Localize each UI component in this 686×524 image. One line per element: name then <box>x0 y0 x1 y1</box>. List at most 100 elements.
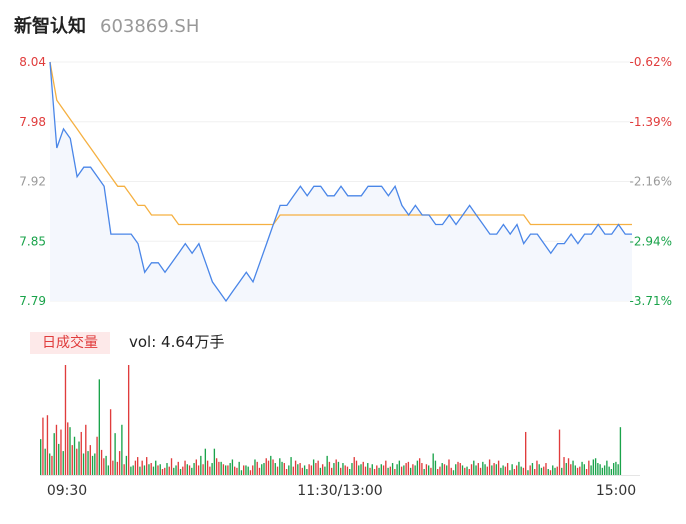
price-area <box>50 62 632 301</box>
volume-bar <box>358 465 360 475</box>
volume-bar <box>319 467 322 475</box>
volume-bar <box>195 459 197 475</box>
volume-bar <box>270 455 272 475</box>
y-tick-label: 7.92 <box>19 175 46 189</box>
volume-bar <box>525 431 527 475</box>
volume-bar <box>545 463 547 475</box>
volume-bar <box>382 465 385 475</box>
volume-bar <box>155 460 157 475</box>
volume-bar <box>556 466 558 475</box>
volume-bar <box>518 461 520 475</box>
volume-bar <box>227 465 229 475</box>
volume-bar <box>567 458 570 475</box>
volume-bar <box>349 469 351 475</box>
volume-bar <box>69 427 71 475</box>
volume-bar <box>150 463 152 475</box>
volume-bar <box>152 466 155 475</box>
volume-bar <box>497 460 500 475</box>
volume-bar <box>238 461 240 475</box>
volume-bar <box>466 466 468 475</box>
volume-bar <box>161 469 164 475</box>
volume-bar <box>385 460 387 475</box>
volume-bar <box>209 466 211 475</box>
volume-bar <box>265 458 267 475</box>
volume-bar <box>549 470 552 475</box>
volume-bar <box>380 464 382 475</box>
volume-bar <box>344 465 346 475</box>
volume-bar <box>76 448 78 475</box>
volume-bar <box>360 464 362 475</box>
volume-bar <box>376 465 378 475</box>
volume-bar <box>118 451 121 475</box>
y-pct-tick-label: -3.71% <box>630 294 672 308</box>
volume-bar <box>504 466 507 475</box>
volume-bar <box>281 461 283 475</box>
volume-bar <box>461 465 464 475</box>
volume-bar <box>430 467 432 475</box>
volume-bars <box>40 365 622 475</box>
volume-bar <box>148 464 150 475</box>
price-area-fill <box>50 62 632 301</box>
volume-bar <box>585 469 588 475</box>
volume-bar <box>599 464 601 475</box>
volume-bar <box>437 469 439 475</box>
stock-code: 603869.SH <box>100 16 200 37</box>
volume-bar <box>55 424 58 475</box>
volume-bar <box>249 470 252 475</box>
volume-bar <box>509 470 511 475</box>
volume-bar <box>342 463 344 475</box>
volume-bar <box>132 465 134 475</box>
stock-name: 新智认知 <box>14 16 86 37</box>
volume-bar <box>387 467 389 475</box>
volume-bar <box>398 460 401 475</box>
y-tick-label: 7.79 <box>19 294 46 308</box>
volume-bar <box>134 460 137 475</box>
volume-bar <box>317 460 319 475</box>
volume-bar <box>389 466 391 475</box>
volume-bar <box>123 464 125 475</box>
volume-bar <box>450 467 452 475</box>
volume-badge[interactable]: 日成交量 <box>30 332 110 354</box>
title-row: 新智认知 603869.SH <box>14 12 199 40</box>
volume-bar <box>331 467 333 475</box>
volume-bar <box>184 460 186 475</box>
volume-bar <box>121 424 123 475</box>
volume-bar <box>215 458 218 475</box>
volume-bar <box>506 463 509 475</box>
volume-bar <box>543 466 545 475</box>
volume-bar <box>283 463 285 475</box>
volume-bar <box>400 466 403 475</box>
volume-bar <box>606 460 608 475</box>
volume-bar <box>112 460 114 475</box>
volume-bar <box>346 466 349 475</box>
volume-bar <box>109 409 112 475</box>
volume-bar <box>434 460 437 475</box>
volume-bar <box>179 469 182 475</box>
volume-bar <box>58 443 60 475</box>
volume-bar <box>125 455 128 475</box>
volume-bar <box>285 469 288 475</box>
volume-bar <box>328 461 331 475</box>
volume-bar <box>418 458 421 475</box>
volume-bar <box>484 464 486 475</box>
volume-bar <box>220 461 222 475</box>
y-pct-tick-label: -0.62% <box>630 55 672 69</box>
volume-bar <box>473 460 475 475</box>
volume-bar <box>252 465 254 475</box>
price-lines <box>49 61 632 303</box>
volume-bar <box>173 467 175 475</box>
volume-bar <box>448 459 450 475</box>
volume-bar <box>267 460 270 475</box>
volume-bar <box>202 464 204 475</box>
volume-bar <box>570 464 572 475</box>
volume-bar <box>137 457 139 475</box>
volume-bar <box>432 453 434 475</box>
x-tick-label: 11:30/13:00 <box>297 483 382 499</box>
volume-bar <box>297 464 299 475</box>
volume-bar <box>222 464 225 475</box>
volume-bar <box>71 445 73 475</box>
volume-bar <box>130 466 132 475</box>
volume-bar <box>493 463 495 475</box>
volume-bar <box>141 460 143 475</box>
